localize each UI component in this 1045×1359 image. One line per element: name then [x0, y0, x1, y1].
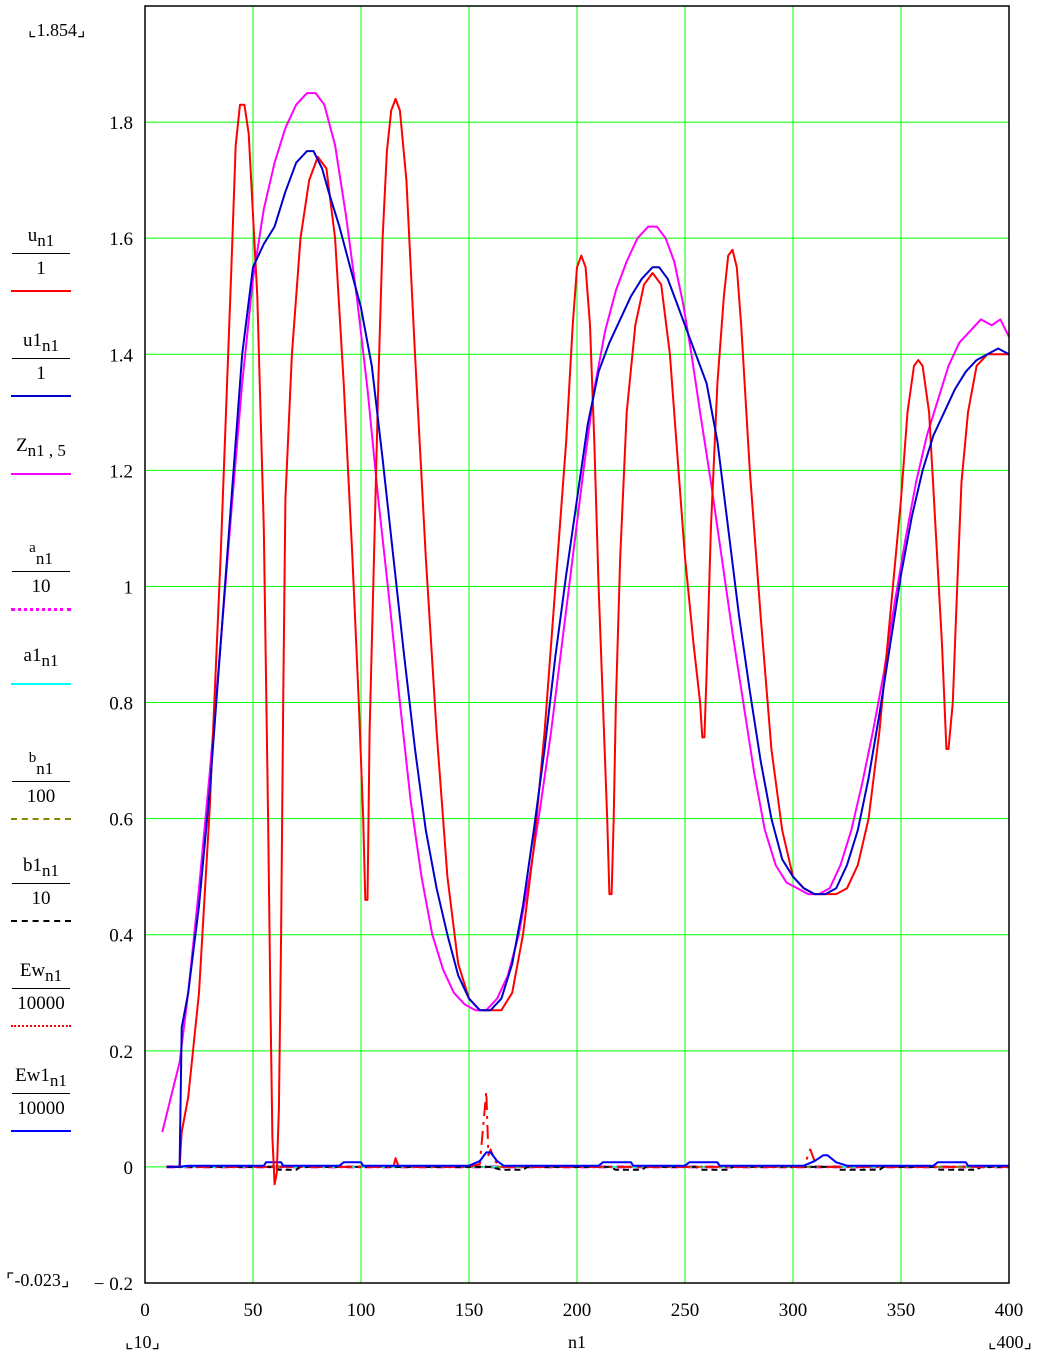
legend-expression: an1	[29, 540, 53, 568]
legend-expression: Zn1 , 5	[16, 435, 66, 460]
legend-item: Zn1 , 5	[6, 435, 76, 475]
legend-line-sample	[11, 608, 71, 611]
series-line-6	[166, 1165, 1009, 1171]
legend-denominator: 10000	[17, 993, 65, 1014]
xmin-marker: ⌞10⌟	[125, 1332, 160, 1352]
legend-expression: Ew1n1	[15, 1065, 67, 1090]
series-line-0	[166, 97, 1009, 1186]
legend-item: a1n1	[6, 645, 76, 685]
legend-line-sample	[11, 473, 71, 475]
legend-denominator: 10000	[17, 1098, 65, 1119]
legend-denominator: 1	[36, 258, 46, 279]
x-tick-label: 200	[563, 1300, 592, 1321]
legend-denominator: 10	[31, 576, 51, 597]
legend-expression: u1n1	[23, 330, 59, 355]
series-line-8	[166, 1151, 1009, 1168]
xmax-marker: ⌞400⌟	[988, 1332, 1032, 1352]
y-tick-label: 0.4	[109, 926, 133, 947]
series-line-1	[166, 150, 1010, 1168]
y-tick-label: − 0.2	[94, 1274, 133, 1295]
x-tick-label: 50	[244, 1300, 263, 1321]
x-tick-label: 400	[995, 1300, 1024, 1321]
legend-expression: bn1	[28, 750, 54, 778]
legend-item: un1 1	[6, 225, 76, 292]
y-tick-label: 0.6	[109, 810, 133, 831]
y-tick-label: 0.8	[109, 694, 133, 715]
legend-denominator: 100	[26, 786, 56, 807]
legend-expression: b1n1	[23, 855, 59, 880]
legend-denominator: 1	[36, 363, 46, 384]
y-tick-label: 1.4	[109, 345, 133, 366]
series-line-2	[161, 92, 1010, 1133]
legend-item: Ewn1 10000	[6, 960, 76, 1027]
x-tick-label: 150	[455, 1300, 484, 1321]
legend-line-sample	[11, 1025, 71, 1027]
legend-expression: a1n1	[23, 645, 59, 670]
legend-line-sample	[11, 920, 71, 922]
y-tick-label: 1.6	[109, 229, 133, 250]
legend-item: an1 10	[6, 540, 76, 611]
legend-item: b1n1 10	[6, 855, 76, 922]
ymax-marker: ⌞1.854⌟	[28, 20, 86, 40]
legend-line-sample	[11, 395, 71, 397]
x-tick-label: 300	[779, 1300, 808, 1321]
legend-expression: Ewn1	[19, 960, 63, 985]
x-tick-label: 100	[347, 1300, 376, 1321]
legend-denominator: 10	[31, 888, 51, 909]
x-tick-label: 250	[671, 1300, 700, 1321]
legend-line-sample	[11, 1130, 71, 1132]
x-axis-label: n1	[568, 1332, 586, 1352]
series-group	[161, 92, 1010, 1186]
legend-item: Ew1n1 10000	[6, 1065, 76, 1132]
x-tick-label: 350	[887, 1300, 916, 1321]
y-tick-label: 0.2	[109, 1042, 133, 1063]
y-tick-label: 1	[124, 577, 134, 598]
tick-labels: 0 50 100 150 200 250 300 350 400 − 0.2 0 0.2 0.4 0.6 0…	[94, 113, 1023, 1321]
plot-frame	[144, 5, 1010, 1284]
ymin-marker: ⌜-0.023⌟	[6, 1270, 70, 1290]
y-tick-label: 1.2	[109, 461, 133, 482]
grid	[145, 6, 1009, 1283]
legend-item: bn1 100	[6, 750, 76, 820]
legend-line-sample	[11, 683, 71, 685]
y-tick-label: 1.8	[109, 113, 133, 134]
legend-line-sample	[11, 818, 71, 820]
series-line-7	[166, 1090, 1009, 1168]
y-tick-label: 0	[124, 1158, 134, 1179]
legend-line-sample	[11, 290, 71, 292]
x-tick-label: 0	[140, 1300, 150, 1321]
legend-item: u1n1 1	[6, 330, 76, 397]
legend-expression: un1	[27, 225, 55, 250]
